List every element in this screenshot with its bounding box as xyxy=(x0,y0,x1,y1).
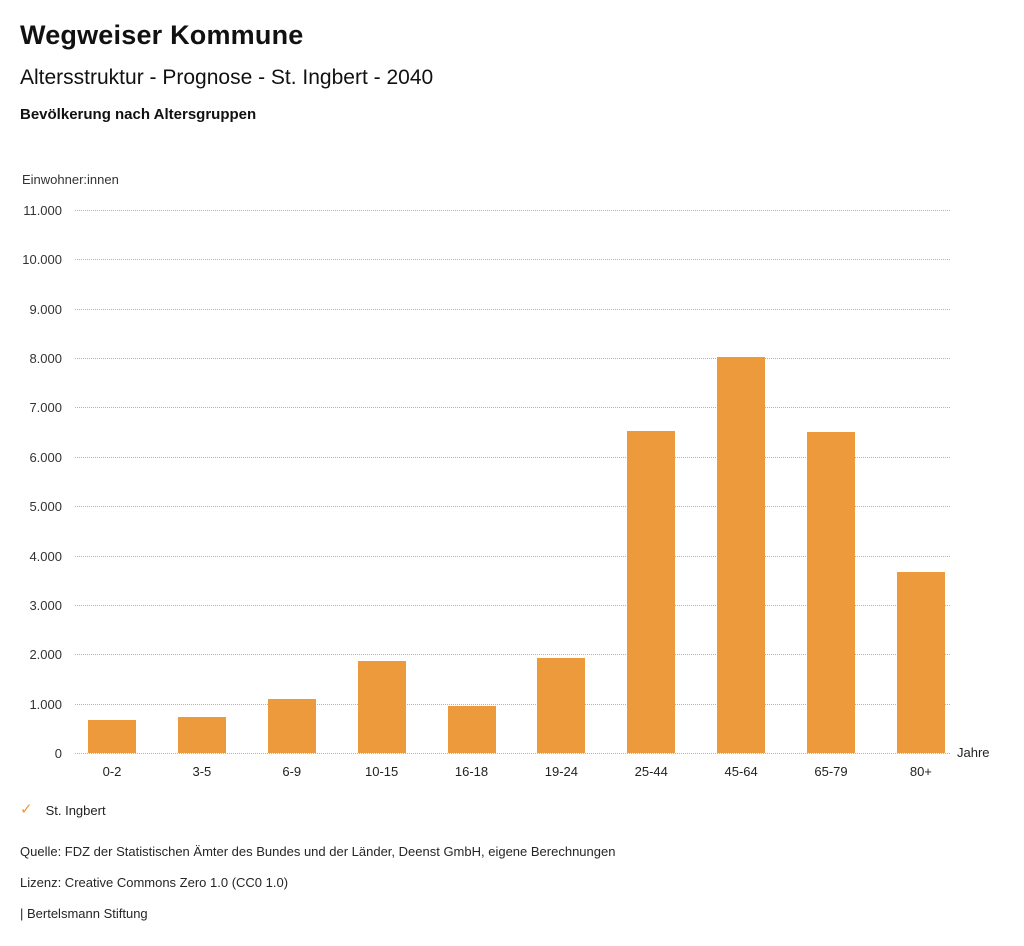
x-tick-label-19-24: 19-24 xyxy=(544,764,578,779)
bar-column-25-44: 25-44 xyxy=(627,210,676,779)
bar-6-9[interactable]: 6-9 xyxy=(267,699,316,779)
bar-10-15[interactable]: 10-15 xyxy=(357,661,406,779)
y-tick-label: 7.000 xyxy=(29,400,62,416)
bar-45-64[interactable]: 45-64 xyxy=(717,356,766,779)
bar-column-6-9: 6-9 xyxy=(267,210,316,779)
bar-column-45-64: 45-64 xyxy=(717,210,766,779)
y-tick-label: 8.000 xyxy=(29,351,62,367)
x-tick-label-16-18: 16-18 xyxy=(454,764,489,779)
y-tick-label: 10.000 xyxy=(22,252,62,268)
legend-label: St. Ingbert xyxy=(45,802,106,818)
source-text: Quelle: FDZ der Statistischen Ämter des … xyxy=(20,844,616,859)
legend-item-st-ingbert[interactable]: ✓ St. Ingbert xyxy=(20,802,106,818)
y-tick-label: 4.000 xyxy=(29,548,62,564)
x-tick-label-65-79: 65-79 xyxy=(814,764,848,779)
license-text: Lizenz: Creative Commons Zero 1.0 (CC0 1… xyxy=(20,875,289,890)
x-tick-label-45-64: 45-64 xyxy=(724,764,758,779)
gridline-2.000 xyxy=(75,654,950,656)
y-tick-label: 3.000 xyxy=(29,597,62,613)
bars-layer: 0-2 3-5 6-9 10-15 16-18 19-24 25-44 45-64 65-79 8… xyxy=(88,210,945,779)
gridlines-layer xyxy=(75,210,950,754)
y-tick-label: 1.000 xyxy=(29,696,62,712)
bar-19-24[interactable]: 19-24 xyxy=(537,657,586,779)
chart-title: Altersstruktur - Prognose - St. Ingbert … xyxy=(20,66,434,89)
gridline-3.000 xyxy=(75,604,950,606)
gridline-9.000 xyxy=(75,308,950,310)
bar-column-19-24: 19-24 xyxy=(537,210,586,779)
gridline-4.000 xyxy=(75,555,950,557)
bar-16-18[interactable]: 16-18 xyxy=(447,706,496,779)
gridline-10.000 xyxy=(75,259,950,261)
chart-subtitle: Bevölkerung nach Altersgruppen xyxy=(20,106,257,123)
x-axis-unit-label: Jahre xyxy=(957,745,990,760)
y-axis-title: Einwohner:innen xyxy=(22,172,119,187)
attribution-text: | Bertelsmann Stiftung xyxy=(20,906,148,921)
x-tick-label-80+: 80+ xyxy=(909,764,932,779)
x-tick-label-10-15: 10-15 xyxy=(365,764,399,779)
gridline-5.000 xyxy=(75,506,950,508)
y-tick-label: 11.000 xyxy=(23,203,62,218)
bar-column-10-15: 10-15 xyxy=(357,210,406,779)
y-tick-label: 9.000 xyxy=(29,301,62,317)
y-tick-label: 0 xyxy=(54,746,62,761)
bar-0-2[interactable]: 0-2 xyxy=(88,720,136,779)
y-tick-label: 5.000 xyxy=(29,499,62,515)
bar-column-3-5: 3-5 xyxy=(177,210,226,779)
y-tick-label: 6.000 xyxy=(29,449,62,465)
bar-column-16-18: 16-18 xyxy=(447,210,496,779)
bar-column-65-79: 65-79 xyxy=(807,210,855,779)
x-tick-label-25-44: 25-44 xyxy=(634,764,668,779)
checkmark-icon: ✓ xyxy=(20,801,33,818)
gridline-11.000 xyxy=(75,210,950,211)
gridline-0 xyxy=(75,753,950,754)
gridline-8.000 xyxy=(75,358,950,360)
bar-3-5[interactable]: 3-5 xyxy=(177,716,226,779)
x-tick-label-3-5: 3-5 xyxy=(192,764,212,779)
y-tick-label: 2.000 xyxy=(29,647,62,663)
app-title: Wegweiser Kommune xyxy=(20,20,304,50)
bar-65-79[interactable]: 65-79 xyxy=(807,432,855,779)
gridline-6.000 xyxy=(75,456,950,458)
x-tick-label-0-2: 0-2 xyxy=(102,764,122,779)
x-tick-label-6-9: 6-9 xyxy=(282,764,302,779)
y-axis-tick-labels: 0 1.000 2.000 3.000 4.000 5.000 6.000 7.000 8.00… xyxy=(0,203,62,761)
bar-column-80+: 80+ xyxy=(896,210,945,779)
gridline-7.000 xyxy=(75,407,950,409)
bar-column-0-2: 0-2 xyxy=(88,210,136,779)
bar-80+[interactable]: 80+ xyxy=(896,571,945,779)
gridline-1.000 xyxy=(75,703,950,705)
bar-25-44[interactable]: 25-44 xyxy=(627,431,676,779)
